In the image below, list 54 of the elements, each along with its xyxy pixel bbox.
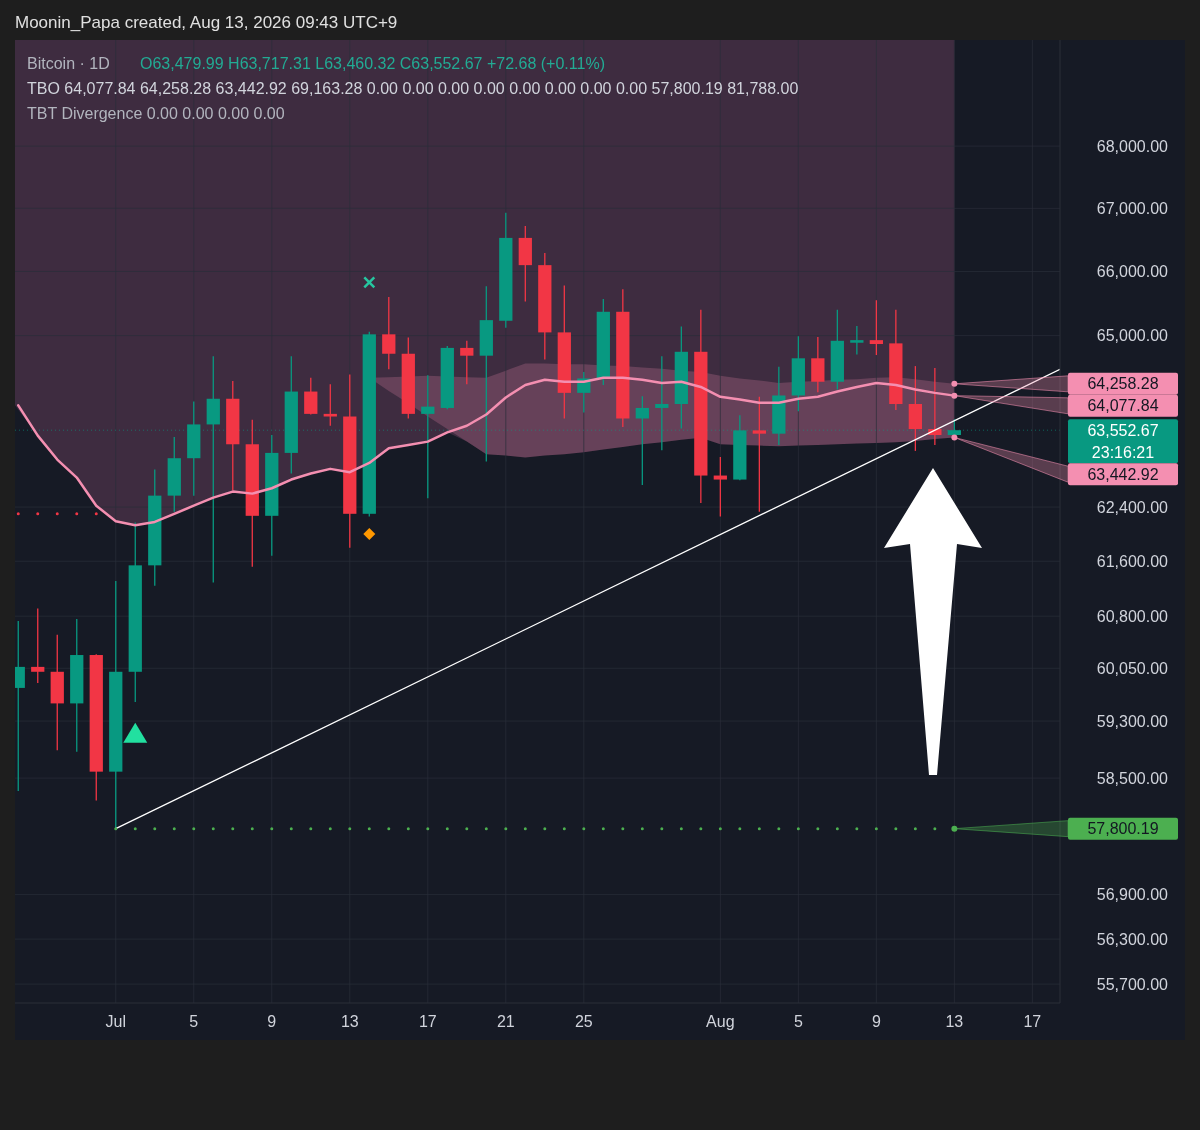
candlestick — [635, 395, 649, 486]
y-tick-label: 68,000.00 — [1096, 137, 1169, 155]
candlestick — [460, 340, 474, 386]
y-tick-label: 60,800.00 — [1096, 607, 1169, 625]
candlestick — [31, 607, 45, 684]
y-tick-label: 55,700.00 — [1096, 975, 1169, 993]
x-tick-label: 21 — [496, 1013, 515, 1030]
candlestick — [323, 383, 337, 427]
x-tick-label: 5 — [189, 1013, 199, 1030]
x-tick-label: 25 — [574, 1013, 593, 1030]
x-tick-label: 9 — [871, 1013, 881, 1030]
candlestick — [869, 299, 883, 356]
annotation: 64,077.84 — [1087, 397, 1159, 415]
y-tick-label: 62,400.00 — [1096, 498, 1169, 516]
y-tick-label: 56,900.00 — [1096, 886, 1169, 904]
annotation: 63,442.92 — [1087, 465, 1159, 483]
point — [951, 825, 958, 832]
y-tick-label: 59,300.00 — [1096, 712, 1169, 730]
x-tick-label: Aug — [706, 1013, 735, 1030]
point — [363, 528, 376, 541]
x-tick-label: 17 — [1023, 1013, 1042, 1030]
candlestick — [382, 296, 396, 370]
text: Bitcoin · 1D — [27, 55, 110, 72]
chart-subtitle: Moonin_Papa created, Aug 13, 2026 09:43 UTC+9 — [15, 13, 398, 32]
x-tick-label: 13 — [945, 1013, 964, 1030]
y-tick-label: 60,050.00 — [1096, 659, 1169, 677]
annotation: O63,479.99 H63,717.31 L63,460.32 C63,552.67 +72.68 (+0.11%) — [140, 55, 605, 72]
candlestick — [713, 456, 727, 518]
annotation: TBO 64,077.84 64,258.28 63,442.92 69,163.28 0.00 0.00 0.00 0.00 0.00 0.00 0.00 0.00 57,800.19 81,788.00 — [27, 80, 799, 97]
candlestick — [655, 355, 669, 451]
annotation: 57,800.19 — [1087, 820, 1159, 838]
x-tick-label: 9 — [267, 1013, 277, 1030]
x-tick-label: 13 — [340, 1013, 359, 1030]
y-tick-label: 61,600.00 — [1096, 552, 1169, 570]
x-tick-label: 5 — [793, 1013, 803, 1030]
candlestick — [752, 396, 766, 513]
annotation: TBT Divergence 0.00 0.00 0.00 0.00 — [27, 105, 285, 122]
y-tick-label: 58,500.00 — [1096, 769, 1169, 787]
ref-line-label: 63,552.67 23:16:21 — [1087, 421, 1159, 461]
candlestick — [850, 325, 864, 356]
candlestick — [304, 377, 318, 416]
point — [363, 276, 376, 289]
y-tick-label: 66,000.00 — [1096, 263, 1169, 281]
y-tick-label: 56,300.00 — [1096, 930, 1169, 948]
candlestick — [206, 355, 220, 584]
candlestick — [421, 374, 435, 499]
y-tick-label: 65,000.00 — [1096, 327, 1169, 345]
x-tick-label: Jul — [105, 1013, 126, 1030]
point — [951, 392, 958, 399]
x-tick-label: 17 — [418, 1013, 437, 1030]
y-tick-label: 67,000.00 — [1096, 199, 1169, 217]
candlestick — [811, 336, 825, 393]
annotation: 64,258.28 — [1087, 375, 1159, 393]
point — [123, 722, 148, 743]
